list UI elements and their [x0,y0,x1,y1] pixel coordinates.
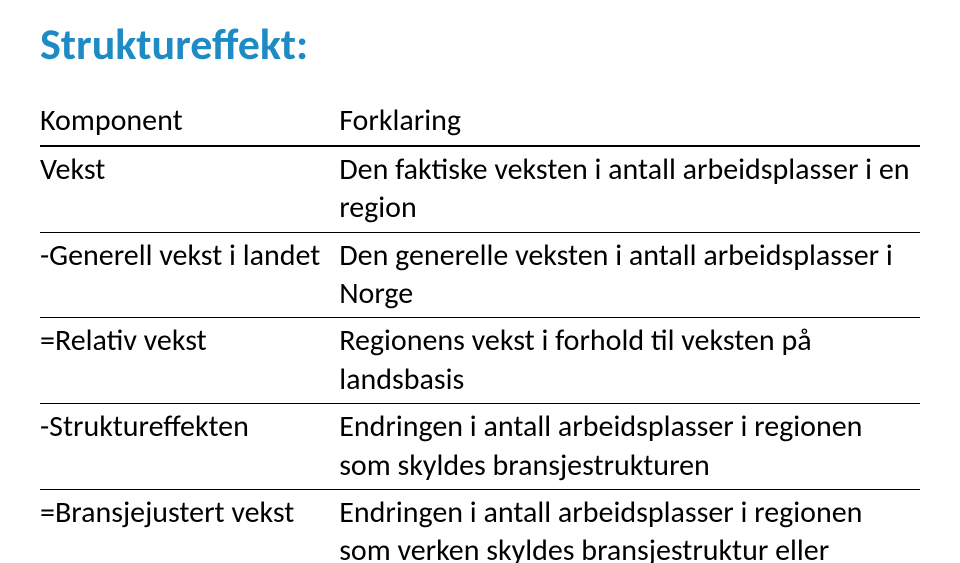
table-row: -Struktureffekten Endringen i antall arb… [40,404,920,490]
slide-container: Struktureffekt: Komponent Forklaring Vek… [0,0,960,563]
col-header-komponent: Komponent [40,98,339,145]
cell-forklaring: Endringen i antall arbeidsplasser i regi… [339,404,920,490]
col-header-forklaring: Forklaring [339,98,920,145]
cell-komponent: =Relativ vekst [40,318,339,404]
table-header-row: Komponent Forklaring [40,98,920,145]
cell-forklaring: Den generelle veksten i antall arbeidspl… [339,232,920,318]
cell-komponent: -Generell vekst i landet [40,232,339,318]
cell-komponent: Vekst [40,146,339,232]
definition-table: Komponent Forklaring Vekst Den faktiske … [40,98,920,563]
table-row: -Generell vekst i landet Den generelle v… [40,232,920,318]
table-row: =Bransjejustert vekst Endringen i antall… [40,489,920,563]
cell-forklaring: Regionens vekst i forhold til veksten på… [339,318,920,404]
table-row: =Relativ vekst Regionens vekst i forhold… [40,318,920,404]
cell-forklaring: Den faktiske veksten i antall arbeidspla… [339,146,920,232]
cell-komponent: -Struktureffekten [40,404,339,490]
cell-komponent: =Bransjejustert vekst [40,489,339,563]
table-row: Vekst Den faktiske veksten i antall arbe… [40,146,920,232]
cell-forklaring: Endringen i antall arbeidsplasser i regi… [339,489,920,563]
slide-title: Struktureffekt: [40,20,920,68]
